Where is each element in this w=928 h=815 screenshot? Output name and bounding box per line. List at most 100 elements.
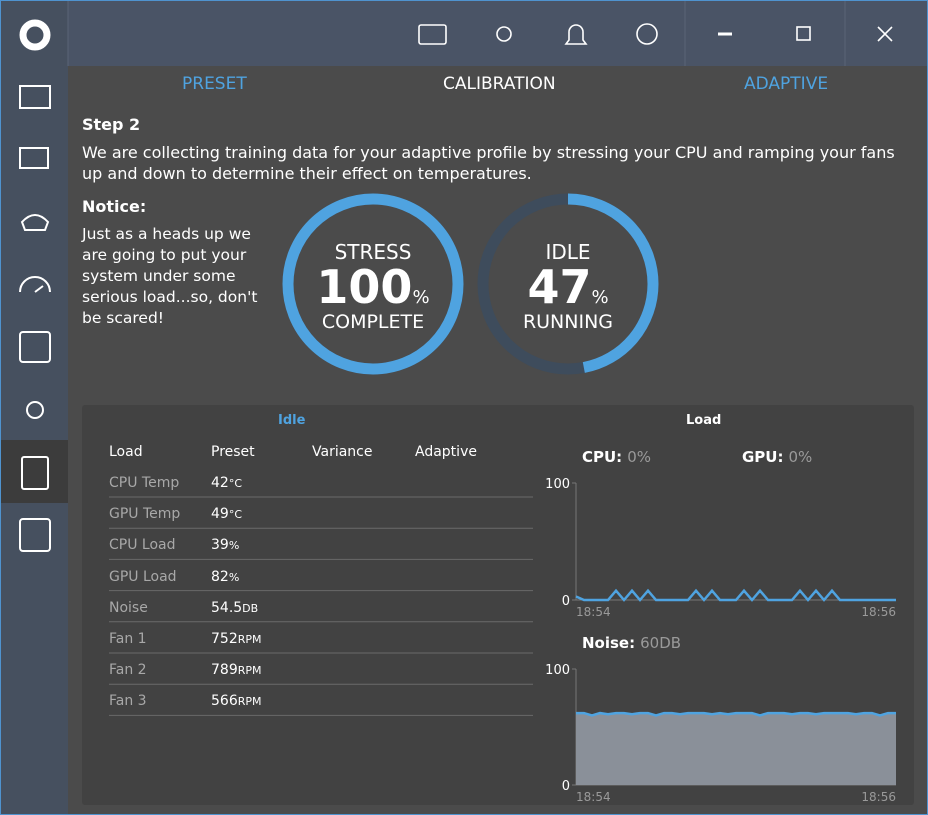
unit: °C	[228, 477, 243, 490]
line	[575, 588, 896, 602]
fan-icon[interactable]	[19, 331, 51, 363]
row-label: GPU Temp	[109, 506, 181, 523]
y-tick-label: 100	[545, 477, 570, 492]
unit: RPM	[237, 695, 262, 709]
chart-label: CPU: 0%	[582, 448, 651, 466]
y-tick-label: 0	[562, 779, 570, 794]
tab[interactable]: PRESET	[182, 74, 247, 94]
area	[576, 713, 896, 785]
idle-title: Idle	[278, 413, 306, 428]
gauge-unit: %	[412, 287, 429, 308]
logo	[19, 19, 51, 51]
top-icons	[418, 23, 893, 45]
x-tick-label: 18:54	[576, 790, 611, 804]
label-value: 60DB	[640, 634, 682, 652]
notice-text: Just as a heads up we are going to put y…	[82, 225, 258, 327]
gauge-bottom: RUNNING	[523, 311, 613, 333]
value: 42	[211, 475, 229, 491]
value: 39	[211, 537, 229, 554]
system-icon[interactable]	[19, 147, 49, 169]
column-header: Adaptive	[415, 444, 477, 460]
row-value: 789RPM	[211, 662, 262, 678]
label-name: Noise:	[582, 634, 636, 652]
dashboard-icon[interactable]	[19, 85, 51, 109]
maximize-button[interactable]	[796, 26, 811, 41]
unit: DB	[242, 601, 259, 615]
notification-button[interactable]	[564, 24, 588, 45]
row-value: 752RPM	[211, 631, 262, 647]
notice-title: Notice:	[82, 197, 147, 216]
line	[576, 711, 896, 717]
gauge-arc	[477, 193, 659, 375]
value: 566	[211, 693, 238, 710]
x-tick-label: 18:54	[576, 605, 611, 619]
row-value: 42°C	[211, 475, 242, 491]
screenshot-button[interactable]	[418, 24, 447, 45]
value: 752	[211, 631, 238, 647]
row-value: 54.5DB	[211, 600, 258, 616]
row-label: Fan 3	[109, 693, 147, 710]
calibration-icon[interactable]	[21, 456, 49, 490]
row-value: 566RPM	[211, 693, 262, 709]
column-header: Preset	[211, 444, 255, 460]
row-label: CPU Load	[109, 537, 176, 554]
load-title: Load	[686, 413, 722, 428]
row-value: 39%	[211, 537, 239, 553]
chart-label: Noise: 60DB	[582, 634, 681, 652]
label-value: 0%	[627, 448, 651, 466]
gauge-number: 47	[527, 260, 591, 314]
row-label: CPU Temp	[109, 475, 180, 491]
y-tick-label: 100	[545, 663, 570, 678]
x-tick-label: 18:56	[861, 605, 896, 619]
label-name: CPU:	[582, 448, 623, 466]
label-name: GPU:	[742, 448, 784, 466]
column-header: Load	[109, 444, 143, 460]
x-tick-label: 18:56	[861, 790, 896, 804]
lighting-icon[interactable]	[26, 401, 44, 419]
sidebar	[0, 0, 68, 815]
unit: RPM	[237, 633, 262, 646]
unit: °C	[228, 508, 243, 522]
gauge-value: 100%	[316, 260, 429, 314]
close-button[interactable]	[877, 26, 893, 42]
step-text: We are collecting training data for your…	[82, 143, 895, 183]
sidebar-active	[0, 440, 68, 503]
row-label: Noise	[109, 599, 148, 616]
row-label: GPU Load	[109, 568, 177, 585]
gauge-top: IDLE	[545, 240, 590, 264]
row-label: Fan 1	[109, 631, 147, 647]
row-value: 82%	[211, 569, 239, 585]
gaming-icon[interactable]	[20, 214, 50, 231]
value: 82	[211, 568, 229, 585]
unit: RPM	[237, 664, 262, 678]
settings-button[interactable]	[636, 23, 658, 45]
gauge-arc	[282, 193, 464, 375]
sidebar-icons	[19, 19, 51, 552]
brightness-button[interactable]	[496, 26, 512, 42]
row-label: Fan 2	[109, 662, 147, 679]
step-title: Step 2	[82, 115, 141, 134]
row-value: 49°C	[211, 506, 242, 522]
chart-label: GPU: 0%	[742, 448, 812, 466]
value: 789	[211, 662, 238, 679]
y-tick-label: 0	[562, 594, 570, 609]
speed-icon[interactable]	[19, 276, 51, 293]
tab-active[interactable]: CALIBRATION	[443, 74, 556, 94]
storage-icon[interactable]	[19, 518, 51, 552]
top-bar	[68, 0, 928, 66]
stats-panel	[82, 405, 914, 805]
gauge-number: 100	[316, 260, 412, 314]
label-value: 0%	[788, 448, 813, 466]
unit: %	[228, 539, 240, 553]
gauge-bottom: COMPLETE	[322, 311, 424, 333]
value: 49	[211, 506, 229, 523]
gauge-value: 47%	[527, 260, 608, 314]
column-header: Variance	[312, 444, 373, 460]
gauge-top: STRESS	[335, 240, 412, 264]
unit: %	[228, 570, 240, 584]
gauge-unit: %	[591, 287, 608, 308]
value: 54.5	[211, 599, 243, 616]
tab[interactable]: ADAPTIVE	[744, 74, 829, 94]
